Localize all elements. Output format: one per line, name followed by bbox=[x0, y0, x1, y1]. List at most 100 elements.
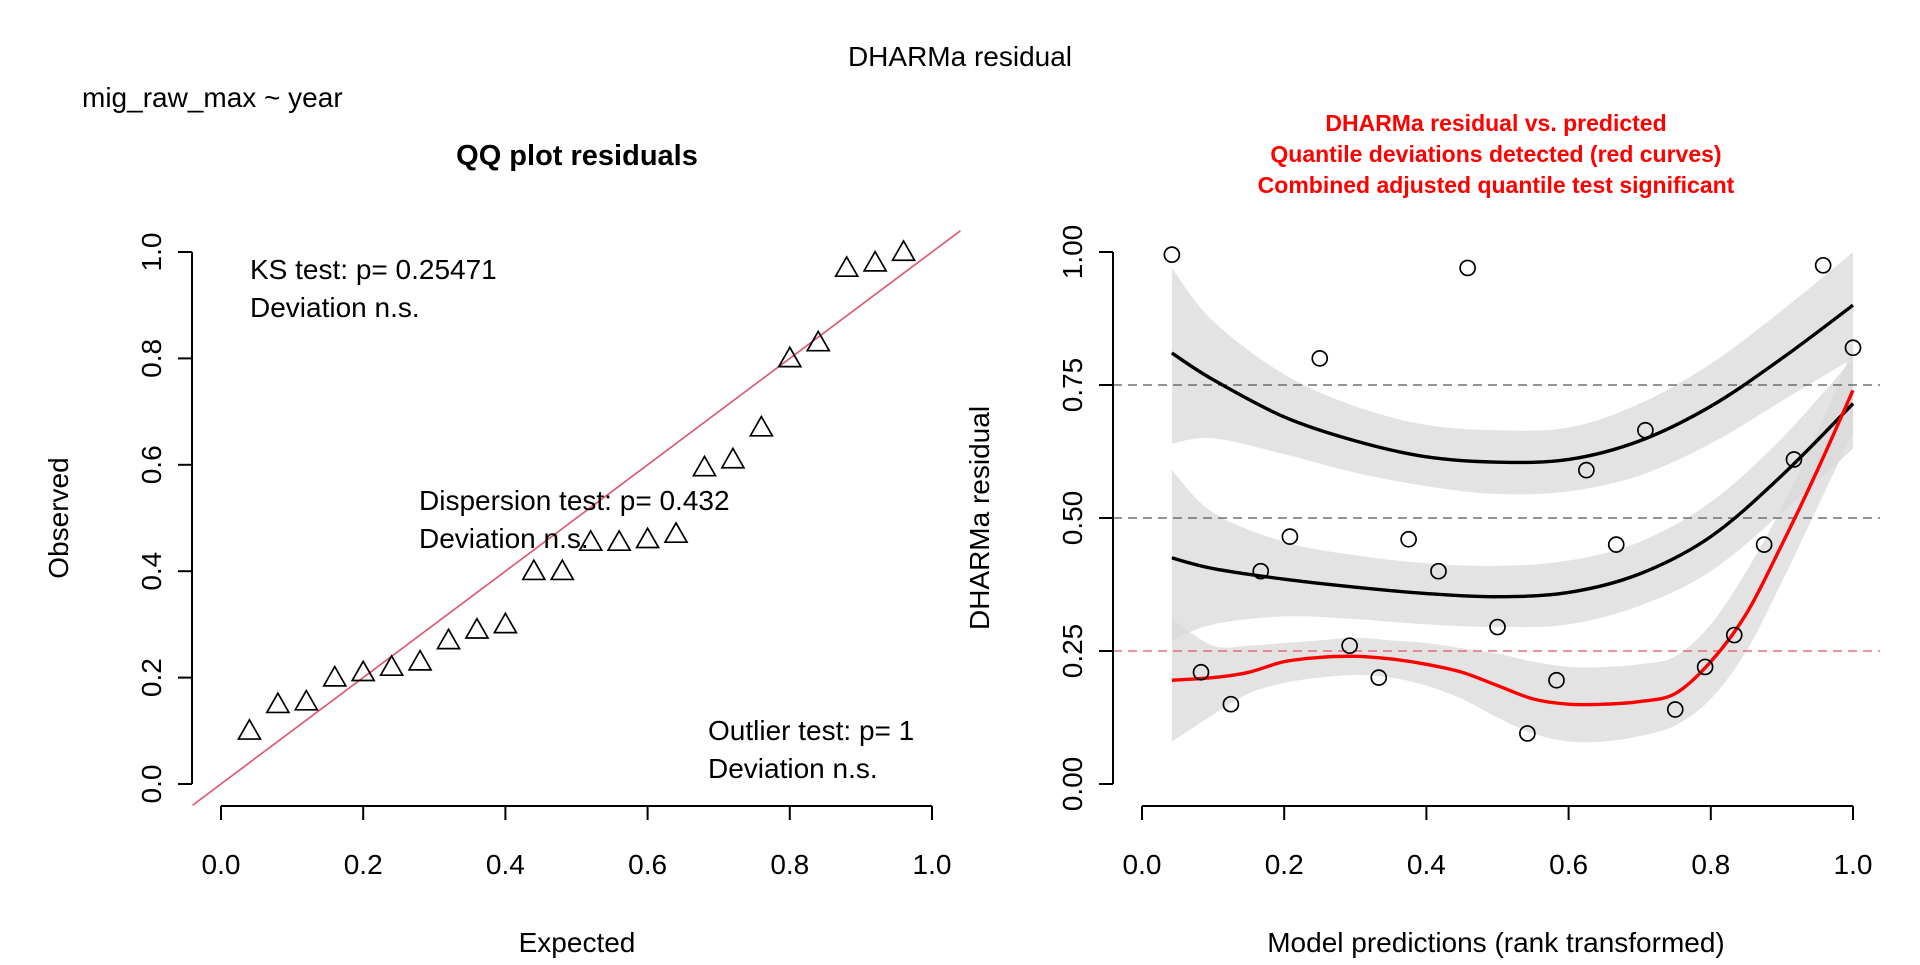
residual-point bbox=[1725, 626, 1743, 644]
residual-y-tick-label: 1.00 bbox=[1057, 225, 1088, 280]
qq-point bbox=[777, 345, 803, 368]
qq-x-ticks: 0.0 0.2 0.4 0.6 0.8 1.0 bbox=[202, 806, 952, 880]
residual-point bbox=[1192, 663, 1210, 681]
ks-test-result: KS test: p= 0.25471 bbox=[250, 254, 497, 285]
residual-x-tick-label: 0.0 bbox=[1123, 849, 1162, 880]
residual-y-tick-label: 0.75 bbox=[1057, 358, 1088, 413]
qq-point bbox=[379, 654, 405, 677]
qq-point bbox=[350, 659, 376, 682]
qq-point bbox=[265, 691, 291, 714]
residual-point bbox=[1607, 536, 1625, 553]
residual-point bbox=[1341, 637, 1358, 655]
qq-point bbox=[322, 664, 348, 687]
qq-x-tick-label: 0.2 bbox=[344, 849, 383, 880]
residual-point bbox=[1252, 562, 1270, 580]
qq-points bbox=[236, 239, 917, 740]
super-title: DHARMa residual bbox=[848, 41, 1072, 72]
qq-point bbox=[635, 526, 661, 549]
outlier-test-result: Outlier test: p= 1 bbox=[708, 715, 914, 746]
residual-point bbox=[1519, 725, 1536, 742]
qq-point bbox=[606, 529, 632, 552]
residual-point bbox=[1370, 669, 1388, 686]
qq-y-tick-label: 0.2 bbox=[136, 658, 167, 697]
residual-x-axis: 0.0 0.2 0.4 0.6 0.8 1.0 bbox=[1123, 805, 1873, 880]
residual-x-tick-label: 1.0 bbox=[1834, 849, 1873, 880]
residual-point bbox=[1548, 671, 1565, 689]
residual-point bbox=[1785, 451, 1803, 468]
residual-point bbox=[1578, 461, 1595, 479]
qq-point bbox=[663, 521, 689, 544]
residual-point bbox=[1222, 695, 1240, 713]
quantile-regression-curves bbox=[1170, 303, 1855, 707]
qq-point bbox=[436, 627, 461, 650]
qq-point bbox=[236, 718, 262, 740]
qq-plot-title: QQ plot residuals bbox=[456, 140, 698, 172]
qq-point bbox=[492, 611, 518, 634]
residual-point bbox=[1637, 421, 1654, 439]
residual-point bbox=[1163, 246, 1181, 264]
quantile-curve-0.75 bbox=[1170, 303, 1855, 465]
residual-point bbox=[1844, 339, 1862, 357]
quantile-reference-lines bbox=[1113, 384, 1880, 652]
residual-x-tick-label: 0.2 bbox=[1265, 849, 1304, 880]
qq-point bbox=[549, 558, 575, 581]
residual-plot-panel: DHARMa residual vs. predicted Quantile d… bbox=[964, 110, 1880, 958]
residual-points bbox=[1163, 246, 1862, 742]
residual-y-tick-label: 0.00 bbox=[1057, 757, 1088, 812]
residual-y-ticks: 0.00 0.25 0.50 0.75 1.00 bbox=[1057, 225, 1113, 812]
qq-point bbox=[464, 617, 490, 639]
residual-point bbox=[1696, 658, 1714, 676]
residual-point bbox=[1430, 562, 1447, 580]
quantile-confidence-bands bbox=[1171, 252, 1853, 743]
qq-x-tick-label: 0.0 bbox=[202, 849, 241, 880]
qq-point bbox=[521, 558, 547, 581]
quantile-band-0.5 bbox=[1171, 358, 1853, 641]
qq-x-axis: 0.0 0.2 0.4 0.6 0.8 1.0 bbox=[202, 805, 952, 880]
qq-y-axis: 0.0 0.2 0.4 0.6 0.8 1.0 bbox=[136, 233, 193, 803]
residual-y-tick-label: 0.25 bbox=[1057, 624, 1088, 679]
qq-point bbox=[407, 648, 433, 671]
qq-y-tick-label: 1.0 bbox=[136, 233, 167, 272]
residual-point bbox=[1755, 536, 1773, 553]
qq-point bbox=[891, 239, 917, 262]
residual-x-axis-label: Model predictions (rank transformed) bbox=[1267, 927, 1725, 958]
residual-x-tick-label: 0.6 bbox=[1549, 849, 1588, 880]
qq-y-tick-label: 0.4 bbox=[136, 552, 167, 591]
qq-point bbox=[834, 255, 860, 278]
qq-y-axis-label: Observed bbox=[43, 457, 74, 578]
model-formula: mig_raw_max ~ year bbox=[82, 82, 343, 113]
qq-point bbox=[578, 529, 604, 552]
qq-x-tick-label: 1.0 bbox=[913, 849, 952, 880]
residual-point bbox=[1489, 618, 1506, 636]
residual-x-ticks: 0.0 0.2 0.4 0.6 0.8 1.0 bbox=[1123, 806, 1873, 880]
qq-plot-panel: QQ plot residuals 0.0 0.2 0.4 0.6 0.8 1.0 0.0… bbox=[43, 140, 961, 958]
qq-y-ticks: 0.0 0.2 0.4 0.6 0.8 1.0 bbox=[136, 233, 192, 803]
residual-point bbox=[1666, 701, 1684, 718]
outlier-test-annotation: Outlier test: p= 1 Deviation n.s. bbox=[708, 715, 914, 784]
dispersion-test-deviation: Deviation n.s. bbox=[419, 523, 589, 554]
qq-x-tick-label: 0.4 bbox=[486, 849, 525, 880]
outlier-test-deviation: Deviation n.s. bbox=[708, 753, 878, 784]
residual-point bbox=[1311, 350, 1329, 367]
dispersion-test-result: Dispersion test: p= 0.432 bbox=[419, 485, 730, 516]
qq-y-tick-label: 0.8 bbox=[136, 339, 167, 378]
residual-point bbox=[1400, 530, 1417, 548]
qq-point bbox=[293, 688, 319, 711]
qq-x-axis-label: Expected bbox=[519, 927, 636, 958]
residual-y-tick-label: 0.50 bbox=[1057, 491, 1088, 546]
qq-point bbox=[805, 329, 831, 352]
quantile-curve-0.5 bbox=[1171, 402, 1855, 599]
quantile-band-0.75 bbox=[1171, 252, 1853, 495]
residual-point bbox=[1814, 256, 1832, 274]
qq-y-tick-label: 0.6 bbox=[136, 445, 167, 484]
residual-x-tick-label: 0.4 bbox=[1407, 849, 1446, 880]
residual-y-axis: 0.00 0.25 0.50 0.75 1.00 bbox=[1057, 225, 1114, 812]
qq-point bbox=[862, 249, 888, 272]
qq-x-tick-label: 0.8 bbox=[770, 849, 809, 880]
residual-plot-title-line-2: Quantile deviations detected (red curves… bbox=[1270, 141, 1721, 167]
residual-plot-title-line-3: Combined adjusted quantile test signific… bbox=[1258, 172, 1735, 198]
residual-point bbox=[1281, 528, 1299, 545]
qq-point bbox=[748, 414, 774, 437]
